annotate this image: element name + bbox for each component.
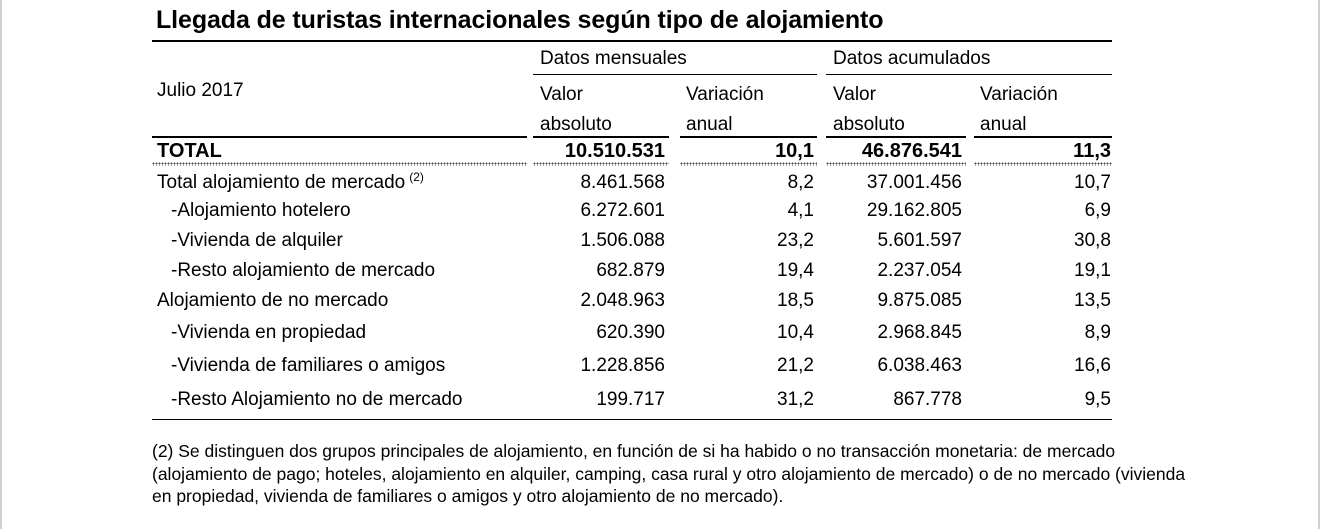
row-label: -Vivienda de alquiler bbox=[171, 230, 343, 251]
header-rule bbox=[533, 136, 669, 138]
cell-cumulative-variation: 11,3 bbox=[1073, 140, 1111, 162]
left-border bbox=[0, 0, 2, 529]
row-label: Total alojamiento de mercado (2) bbox=[157, 168, 424, 198]
cell-cumulative-value: 9.875.085 bbox=[877, 290, 962, 311]
page-title: Llegada de turistas internacionales segú… bbox=[156, 6, 884, 34]
cell-monthly-value: 6.272.601 bbox=[580, 200, 665, 221]
table-row: -Vivienda en propiedad 620.390 10,4 2.96… bbox=[0, 318, 1323, 348]
cell-monthly-variation: 23,2 bbox=[777, 230, 814, 251]
row-label: TOTAL bbox=[157, 140, 222, 162]
column-header-cumulative-value: Valor absoluto bbox=[833, 80, 905, 140]
column-header-line: Variación bbox=[980, 84, 1058, 105]
table-row: -Alojamiento hotelero 6.272.601 4,1 29.1… bbox=[0, 196, 1323, 226]
row-label: -Vivienda en propiedad bbox=[171, 322, 367, 343]
cell-cumulative-value: 6.038.463 bbox=[877, 355, 962, 376]
cell-monthly-value: 682.879 bbox=[596, 260, 665, 281]
row-label: -Alojamiento hotelero bbox=[171, 200, 351, 221]
table-row: -Vivienda de familiares o amigos 1.228.8… bbox=[0, 351, 1323, 381]
total-dotted-rule bbox=[152, 162, 527, 166]
cell-monthly-variation: 10,1 bbox=[775, 140, 814, 162]
cell-cumulative-variation: 13,5 bbox=[1074, 290, 1111, 311]
cell-monthly-variation: 31,2 bbox=[777, 389, 814, 410]
cell-cumulative-value: 29.162.805 bbox=[866, 200, 962, 221]
total-dotted-rule bbox=[974, 162, 1112, 166]
total-dotted-rule bbox=[680, 162, 817, 166]
cell-monthly-value: 10.510.531 bbox=[564, 140, 665, 162]
cell-monthly-value: 1.228.856 bbox=[580, 355, 665, 376]
cell-cumulative-variation: 10,7 bbox=[1074, 172, 1111, 193]
cell-cumulative-variation: 6,9 bbox=[1084, 200, 1111, 221]
period-label: Julio 2017 bbox=[157, 80, 244, 101]
cell-cumulative-variation: 9,5 bbox=[1084, 389, 1111, 410]
cell-cumulative-value: 867.778 bbox=[893, 389, 962, 410]
column-header-line: anual bbox=[686, 114, 733, 135]
cell-monthly-value: 199.717 bbox=[596, 389, 665, 410]
header-rule bbox=[680, 136, 817, 138]
table-row: -Resto Alojamiento no de mercado 199.717… bbox=[0, 385, 1323, 415]
footnote-marker: (2) bbox=[409, 169, 424, 184]
table-row: -Resto alojamiento de mercado 682.879 19… bbox=[0, 256, 1323, 286]
header-rule bbox=[974, 136, 1112, 138]
title-rule bbox=[152, 40, 1112, 42]
table-row-total: TOTAL 10.510.531 10,1 46.876.541 11,3 bbox=[0, 136, 1323, 166]
total-dotted-rule bbox=[826, 162, 966, 166]
group-header-monthly: Datos mensuales bbox=[540, 48, 687, 69]
cell-monthly-value: 2.048.963 bbox=[580, 290, 665, 311]
cell-cumulative-variation: 8,9 bbox=[1084, 322, 1111, 343]
cell-monthly-variation: 10,4 bbox=[777, 322, 814, 343]
cell-monthly-value: 8.461.568 bbox=[580, 172, 665, 193]
group-header-cumulative: Datos acumulados bbox=[833, 48, 991, 69]
total-dotted-rule bbox=[533, 162, 669, 166]
cell-monthly-variation: 18,5 bbox=[777, 290, 814, 311]
right-border bbox=[1318, 0, 1320, 529]
table-row: Total alojamiento de mercado (2) 8.461.56… bbox=[0, 168, 1323, 198]
column-header-line: absoluto bbox=[540, 114, 612, 135]
row-label: -Vivienda de familiares o amigos bbox=[171, 355, 446, 376]
column-header-line: Valor bbox=[540, 84, 583, 105]
column-header-monthly-value: Valor absoluto bbox=[540, 80, 612, 140]
table-bottom-rule bbox=[152, 419, 1112, 420]
cell-cumulative-value: 37.001.456 bbox=[866, 172, 962, 193]
cell-monthly-value: 620.390 bbox=[596, 322, 665, 343]
cell-monthly-value: 1.506.088 bbox=[580, 230, 665, 251]
footnote: (2) Se distinguen dos grupos principales… bbox=[152, 441, 1186, 506]
cell-cumulative-value: 2.968.845 bbox=[877, 322, 962, 343]
header-rule bbox=[826, 136, 966, 138]
column-header-cumulative-variation: Variación anual bbox=[980, 80, 1058, 140]
cell-cumulative-variation: 16,6 bbox=[1074, 355, 1111, 376]
column-header-line: Valor bbox=[833, 84, 876, 105]
cell-monthly-variation: 19,4 bbox=[777, 260, 814, 281]
row-label: Alojamiento de no mercado bbox=[157, 290, 389, 311]
table-row: Alojamiento de no mercado 2.048.963 18,5… bbox=[0, 286, 1323, 316]
column-header-line: anual bbox=[980, 114, 1027, 135]
row-label: -Resto alojamiento de mercado bbox=[171, 260, 436, 281]
column-header-monthly-variation: Variación anual bbox=[686, 80, 764, 140]
cell-cumulative-value: 2.237.054 bbox=[877, 260, 962, 281]
column-header-line: Variación bbox=[686, 84, 764, 105]
group-underline-cumulative bbox=[826, 74, 1112, 75]
cell-cumulative-variation: 19,1 bbox=[1074, 260, 1111, 281]
cell-monthly-variation: 21,2 bbox=[777, 355, 814, 376]
cell-monthly-variation: 4,1 bbox=[787, 200, 814, 221]
row-label: -Resto Alojamiento no de mercado bbox=[171, 389, 463, 410]
table-row: -Vivienda de alquiler 1.506.088 23,2 5.6… bbox=[0, 226, 1323, 256]
row-label-text: Total alojamiento de mercado bbox=[157, 172, 406, 193]
cell-monthly-variation: 8,2 bbox=[787, 172, 814, 193]
cell-cumulative-variation: 30,8 bbox=[1074, 230, 1111, 251]
header-rule bbox=[152, 136, 527, 138]
group-underline-monthly bbox=[533, 74, 817, 75]
cell-cumulative-value: 5.601.597 bbox=[877, 230, 962, 251]
column-header-line: absoluto bbox=[833, 114, 905, 135]
cell-cumulative-value: 46.876.541 bbox=[861, 140, 962, 162]
